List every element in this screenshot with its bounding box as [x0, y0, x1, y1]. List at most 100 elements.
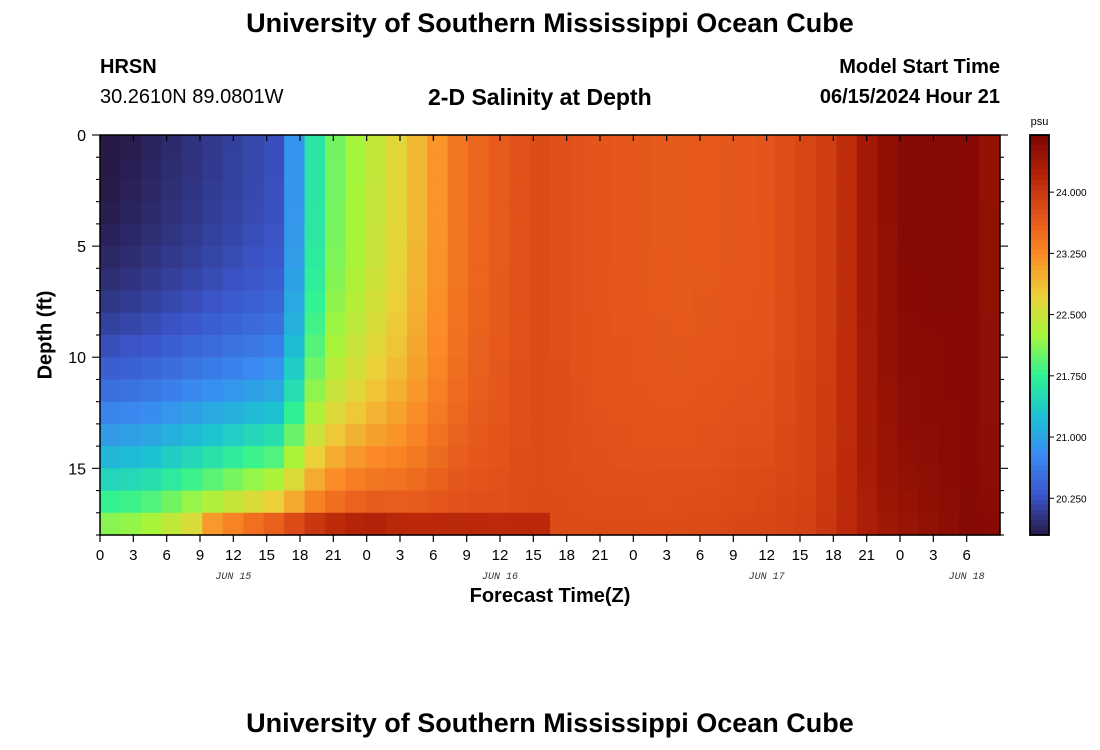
heatmap-cell [243, 379, 265, 403]
colorbar-segment [1030, 290, 1049, 296]
heatmap-cell [284, 246, 306, 269]
heatmap-cell [120, 468, 142, 492]
colorbar-segment [1030, 480, 1049, 486]
heatmap-cell [918, 246, 940, 269]
heatmap-cell [529, 446, 551, 469]
heatmap-cell [263, 490, 285, 514]
heatmap-cell [243, 223, 265, 247]
heatmap-cell [754, 223, 776, 247]
heatmap-cell [365, 179, 387, 203]
heatmap-cell [570, 379, 592, 403]
colorbar-segment [1030, 230, 1049, 236]
heatmap-cell [959, 223, 981, 247]
heatmap-cell [468, 157, 490, 181]
heatmap-cell [550, 290, 572, 314]
heatmap-cell [181, 223, 203, 247]
heatmap-cell [284, 223, 306, 247]
heatmap-cell [652, 335, 674, 358]
heatmap-cell [856, 423, 878, 447]
heatmap-cell [181, 135, 203, 158]
heatmap-cell [345, 135, 367, 158]
heatmap-cell [918, 312, 940, 336]
heatmap-cell [427, 357, 449, 381]
colorbar-tick-label: 20.250 [1056, 494, 1087, 505]
heatmap-cell [570, 468, 592, 492]
heatmap-cell [263, 179, 285, 203]
heatmap-cell [795, 157, 817, 181]
heatmap-cell [734, 379, 756, 403]
heatmap-cell [631, 179, 653, 203]
x-tick-label: 3 [662, 547, 670, 564]
heatmap-cell [140, 446, 162, 469]
colorbar-segment [1030, 305, 1049, 311]
colorbar-segment [1030, 260, 1049, 266]
heatmap-cell [918, 135, 940, 158]
heatmap-cell [693, 423, 715, 447]
heatmap-cell [938, 179, 960, 203]
heatmap-cell [693, 179, 715, 203]
heatmap-cell [345, 446, 367, 469]
colorbar-segment [1030, 520, 1049, 526]
heatmap-cell [938, 201, 960, 225]
heatmap-cell [181, 490, 203, 514]
model-start-label: Model Start Time [839, 56, 1000, 78]
heatmap-cell [877, 401, 899, 425]
x-tick-label: 21 [592, 547, 609, 564]
colorbar-segment [1030, 145, 1049, 151]
heatmap-cell [550, 379, 572, 403]
heatmap-cell [468, 135, 490, 158]
colorbar-segment [1030, 175, 1049, 181]
heatmap-cell [611, 379, 633, 403]
heatmap-cell [652, 157, 674, 181]
heatmap-cell [938, 223, 960, 247]
heatmap-cell [120, 401, 142, 425]
heatmap-cell [325, 468, 347, 492]
heatmap-cell [550, 135, 572, 158]
heatmap-cell [161, 357, 183, 381]
heatmap-cell [652, 512, 674, 536]
heatmap-cell [427, 290, 449, 314]
heatmap-cell [181, 312, 203, 336]
heatmap-cell [815, 379, 837, 403]
heatmap-cell [590, 135, 612, 158]
heatmap-cell [222, 468, 244, 492]
heatmap-cell [427, 446, 449, 469]
heatmap-cell [468, 201, 490, 225]
heatmap-cell [672, 446, 694, 469]
heatmap-cell [775, 201, 797, 225]
heatmap-cell [938, 246, 960, 269]
heatmap-cell [100, 157, 122, 181]
colorbar-segment [1030, 155, 1049, 161]
heatmap-cell [468, 446, 490, 469]
heatmap-cell [386, 179, 408, 203]
heatmap-cell [488, 290, 510, 314]
heatmap-cell [693, 379, 715, 403]
heatmap-cell [243, 268, 265, 292]
heatmap-cell [897, 401, 919, 425]
heatmap-cell [693, 135, 715, 158]
heatmap-cell [406, 512, 428, 536]
heatmap-cell [222, 512, 244, 536]
heatmap-cell [468, 401, 490, 425]
heatmap-cell [202, 401, 224, 425]
heatmap-cell [897, 268, 919, 292]
heatmap-cell [263, 512, 285, 536]
heatmap-cell [734, 179, 756, 203]
heatmap-cell [386, 312, 408, 336]
heatmap-cell [529, 179, 551, 203]
heatmap-cell [365, 135, 387, 158]
x-tick-label: 3 [396, 547, 404, 564]
heatmap-cell [877, 268, 899, 292]
heatmap-cell [979, 401, 1001, 425]
heatmap-cell [652, 246, 674, 269]
heatmap-cell [611, 335, 633, 358]
colorbar-segment [1030, 475, 1049, 481]
x-tick-label: 0 [362, 547, 370, 564]
heatmap-cell [590, 401, 612, 425]
heatmap-cell [386, 290, 408, 314]
heatmap-cell [202, 446, 224, 469]
heatmap-cell [509, 468, 531, 492]
heatmap-cell [754, 512, 776, 536]
heatmap-cell [365, 468, 387, 492]
heatmap-cell [386, 446, 408, 469]
